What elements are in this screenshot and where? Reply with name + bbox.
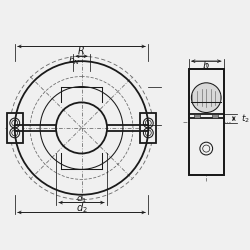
Text: R: R: [78, 46, 85, 56]
Bar: [188, 69, 224, 175]
Bar: [194, 114, 200, 118]
Text: b: b: [203, 61, 210, 71]
Bar: [140, 113, 156, 143]
Circle shape: [192, 83, 221, 112]
Text: $d_1$: $d_1$: [76, 192, 87, 205]
Bar: [212, 114, 218, 118]
Bar: [188, 69, 224, 175]
Text: $t_2$: $t_2$: [241, 112, 250, 125]
Bar: [7, 113, 22, 143]
Text: $b_N$: $b_N$: [68, 55, 80, 68]
Text: $d_2$: $d_2$: [76, 202, 88, 215]
